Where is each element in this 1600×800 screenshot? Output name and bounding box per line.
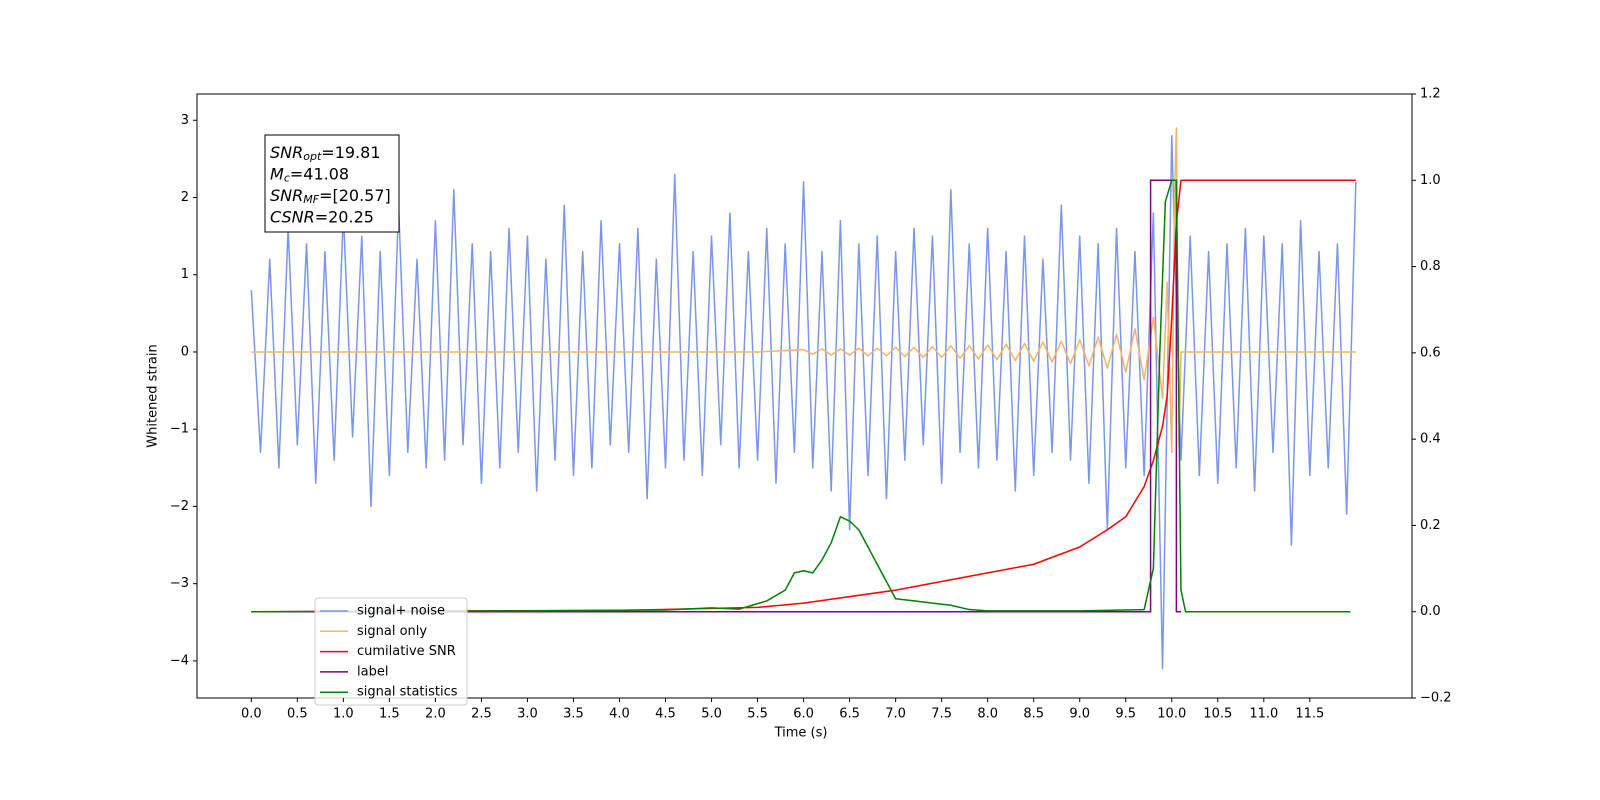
annotation-box: SNRopt=19.81Mc=41.08SNRMF=[20.57]CSNR=20… [264, 134, 400, 233]
series-line [251, 179, 1181, 613]
y-axis-label: Whitened strain [146, 344, 161, 447]
annotation-subscript: opt [303, 150, 322, 163]
y2-tick-label: 0.6 [1420, 345, 1441, 360]
x-tick-label: 9.0 [1069, 707, 1090, 722]
x-tick-label: 6.0 [793, 707, 814, 722]
x-tick-label: 5.0 [701, 707, 722, 722]
x-tick-label: 10.0 [1157, 707, 1186, 722]
annotation-symbol: M [270, 164, 284, 183]
series-line [251, 127, 1356, 454]
x-tick-label: 3.0 [517, 707, 538, 722]
annotation-value: =[20.57] [319, 186, 391, 205]
y2-tick-label: 1.2 [1420, 87, 1441, 102]
y2-tick-label: 0.0 [1420, 604, 1441, 619]
x-tick-label: 1.0 [333, 707, 354, 722]
annotation-subscript: c [284, 172, 290, 185]
annotation-subscript: MF [303, 193, 319, 206]
x-tick-label: 2.0 [425, 707, 446, 722]
legend-label: signal+ noise [357, 604, 445, 619]
annotation-symbol: SNR [270, 186, 303, 205]
y-tick-label: 0 [181, 344, 189, 359]
x-tick-label: 8.5 [1023, 707, 1044, 722]
annotation-value: =41.08 [290, 164, 349, 183]
annotation-line: Mc=41.08 [270, 164, 349, 185]
y2-tick-label: 1.0 [1420, 173, 1441, 188]
y2-tick-label: 0.2 [1420, 518, 1441, 533]
annotation-line: SNRopt=19.81 [270, 143, 381, 164]
x-tick-label: 8.0 [977, 707, 998, 722]
annotation-line: CSNR=20.25 [270, 207, 374, 226]
legend-label: cumilative SNR [357, 644, 456, 659]
x-tick-label: 2.5 [471, 707, 492, 722]
annotation-symbol: SNR [270, 143, 303, 162]
x-tick-label: 9.5 [1115, 707, 1136, 722]
axes-frame [196, 93, 1413, 699]
x-tick-label: 4.5 [655, 707, 676, 722]
legend-label: label [357, 664, 388, 679]
annotation-frame [264, 134, 400, 233]
x-tick-label: 7.0 [885, 707, 906, 722]
legend-label: signal statistics [357, 685, 458, 700]
annotation-value: =19.81 [321, 143, 380, 162]
series-line [250, 134, 1357, 670]
y2-tick-label: −0.2 [1420, 691, 1452, 706]
y2-tick-label: 0.8 [1420, 259, 1441, 274]
x-tick-label: 0.5 [287, 707, 308, 722]
x-axis-label: Time (s) [774, 726, 828, 741]
legend: signal+ noise signal only cumilative SNR la… [314, 597, 468, 706]
x-tick-label: 3.5 [563, 707, 584, 722]
x-tick-label: 10.5 [1203, 707, 1232, 722]
x-tick-label: 5.5 [747, 707, 768, 722]
y-tick-label: −2 [170, 499, 189, 514]
legend-label: signal only [357, 624, 427, 639]
y-tick-label: −4 [170, 653, 189, 668]
y-tick-label: 2 [181, 190, 189, 205]
x-tick-label: 7.5 [931, 707, 952, 722]
x-tick-label: 11.5 [1295, 707, 1324, 722]
plot-area [250, 127, 1357, 670]
annotation-line: SNRMF=[20.57] [270, 186, 391, 207]
y2-tick-label: 0.4 [1420, 432, 1441, 447]
x-tick-label: 0.0 [241, 707, 262, 722]
y-tick-label: −1 [170, 422, 189, 437]
annotation-value: =20.25 [315, 207, 374, 226]
series-line [251, 179, 1356, 613]
y-tick-label: −3 [170, 576, 189, 591]
x-tick-label: 6.5 [839, 707, 860, 722]
x-tick-label: 11.0 [1249, 707, 1278, 722]
x-tick-label: 4.0 [609, 707, 630, 722]
annotation-symbol: CSNR [270, 207, 315, 226]
series-line [251, 179, 1351, 613]
legend-frame [314, 597, 468, 706]
x-tick-label: 1.5 [379, 707, 400, 722]
y-tick-label: 1 [181, 267, 189, 282]
y-tick-label: 3 [181, 113, 189, 128]
